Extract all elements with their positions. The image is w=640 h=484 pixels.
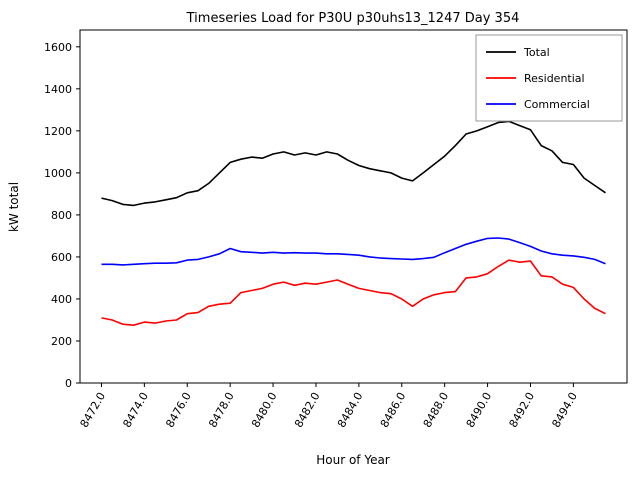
series-line-residential — [101, 259, 606, 327]
y-tick-label: 1600 — [44, 41, 72, 54]
y-tick-label: 800 — [51, 209, 72, 222]
y-tick-label: 1000 — [44, 167, 72, 180]
y-tick-label: 1400 — [44, 83, 72, 96]
x-axis-label: Hour of Year — [316, 453, 390, 467]
x-tick-label: 8494.0 — [549, 390, 580, 430]
axes-frame — [79, 29, 628, 384]
x-tick-label: 8480.0 — [249, 390, 280, 430]
series-line-commercial — [101, 237, 606, 266]
x-tick-label: 8472.0 — [78, 390, 109, 430]
y-tick-label: 1200 — [44, 125, 72, 138]
x-tick-label: 8482.0 — [292, 390, 323, 430]
x-tick-label: 8478.0 — [206, 390, 237, 430]
plot-layer: 0 200 400 600 800 1000 1200 1400 1600 8472.0 8474.… — [44, 29, 628, 430]
x-tick-label: 8486.0 — [378, 390, 409, 430]
y-tick-label: 600 — [51, 251, 72, 264]
x-tick-label: 8492.0 — [507, 390, 538, 430]
x-tick-label: 8488.0 — [421, 390, 452, 430]
chart-title: Timeseries Load for P30U p30uhs13_1247 D… — [186, 11, 520, 26]
y-tick-label: 400 — [51, 293, 72, 306]
legend-label-residential: Residential — [524, 72, 585, 85]
y-axis-label: kW total — [7, 182, 21, 232]
x-tick-label: 8490.0 — [464, 390, 495, 430]
x-tick-label: 8484.0 — [335, 390, 366, 430]
legend-label-commercial: Commercial — [524, 98, 590, 111]
series-line-total — [101, 120, 606, 207]
x-tick-label: 8474.0 — [120, 390, 151, 430]
y-tick-label: 0 — [65, 377, 72, 390]
legend-label-total: Total — [523, 46, 550, 59]
x-tick-label: 8476.0 — [163, 390, 194, 430]
y-tick-label: 200 — [51, 335, 72, 348]
